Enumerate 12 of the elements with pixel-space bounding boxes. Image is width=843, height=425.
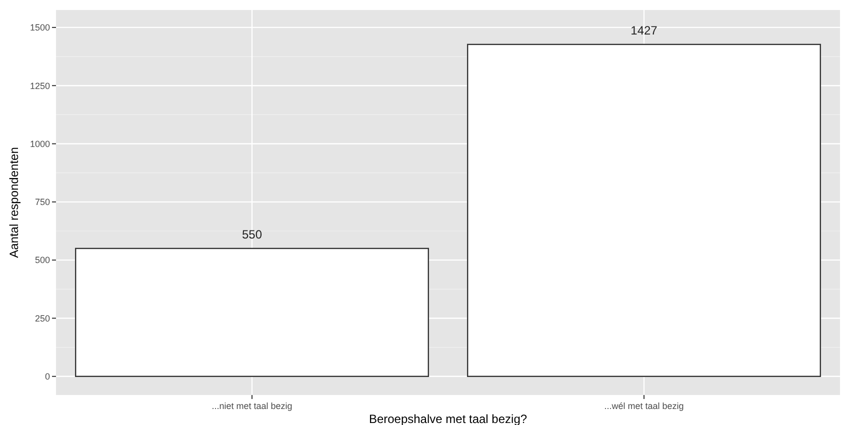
y-tick-label: 0 bbox=[44, 372, 50, 382]
y-tick-label: 1250 bbox=[30, 80, 50, 91]
y-tick-label: 1500 bbox=[30, 22, 50, 33]
x-tick-label: ...wél met taal bezig bbox=[604, 401, 684, 411]
data-label: 1427 bbox=[630, 23, 658, 38]
y-tick-label: 500 bbox=[34, 255, 50, 266]
y-tick-label: 1000 bbox=[30, 138, 50, 149]
data-label: 550 bbox=[242, 227, 262, 242]
y-axis-title: Aantal respondenten bbox=[7, 147, 21, 258]
x-tick-label: ...niet met taal bezig bbox=[212, 401, 292, 411]
y-tick-label: 250 bbox=[34, 313, 50, 324]
y-tick-label: 750 bbox=[34, 197, 50, 208]
